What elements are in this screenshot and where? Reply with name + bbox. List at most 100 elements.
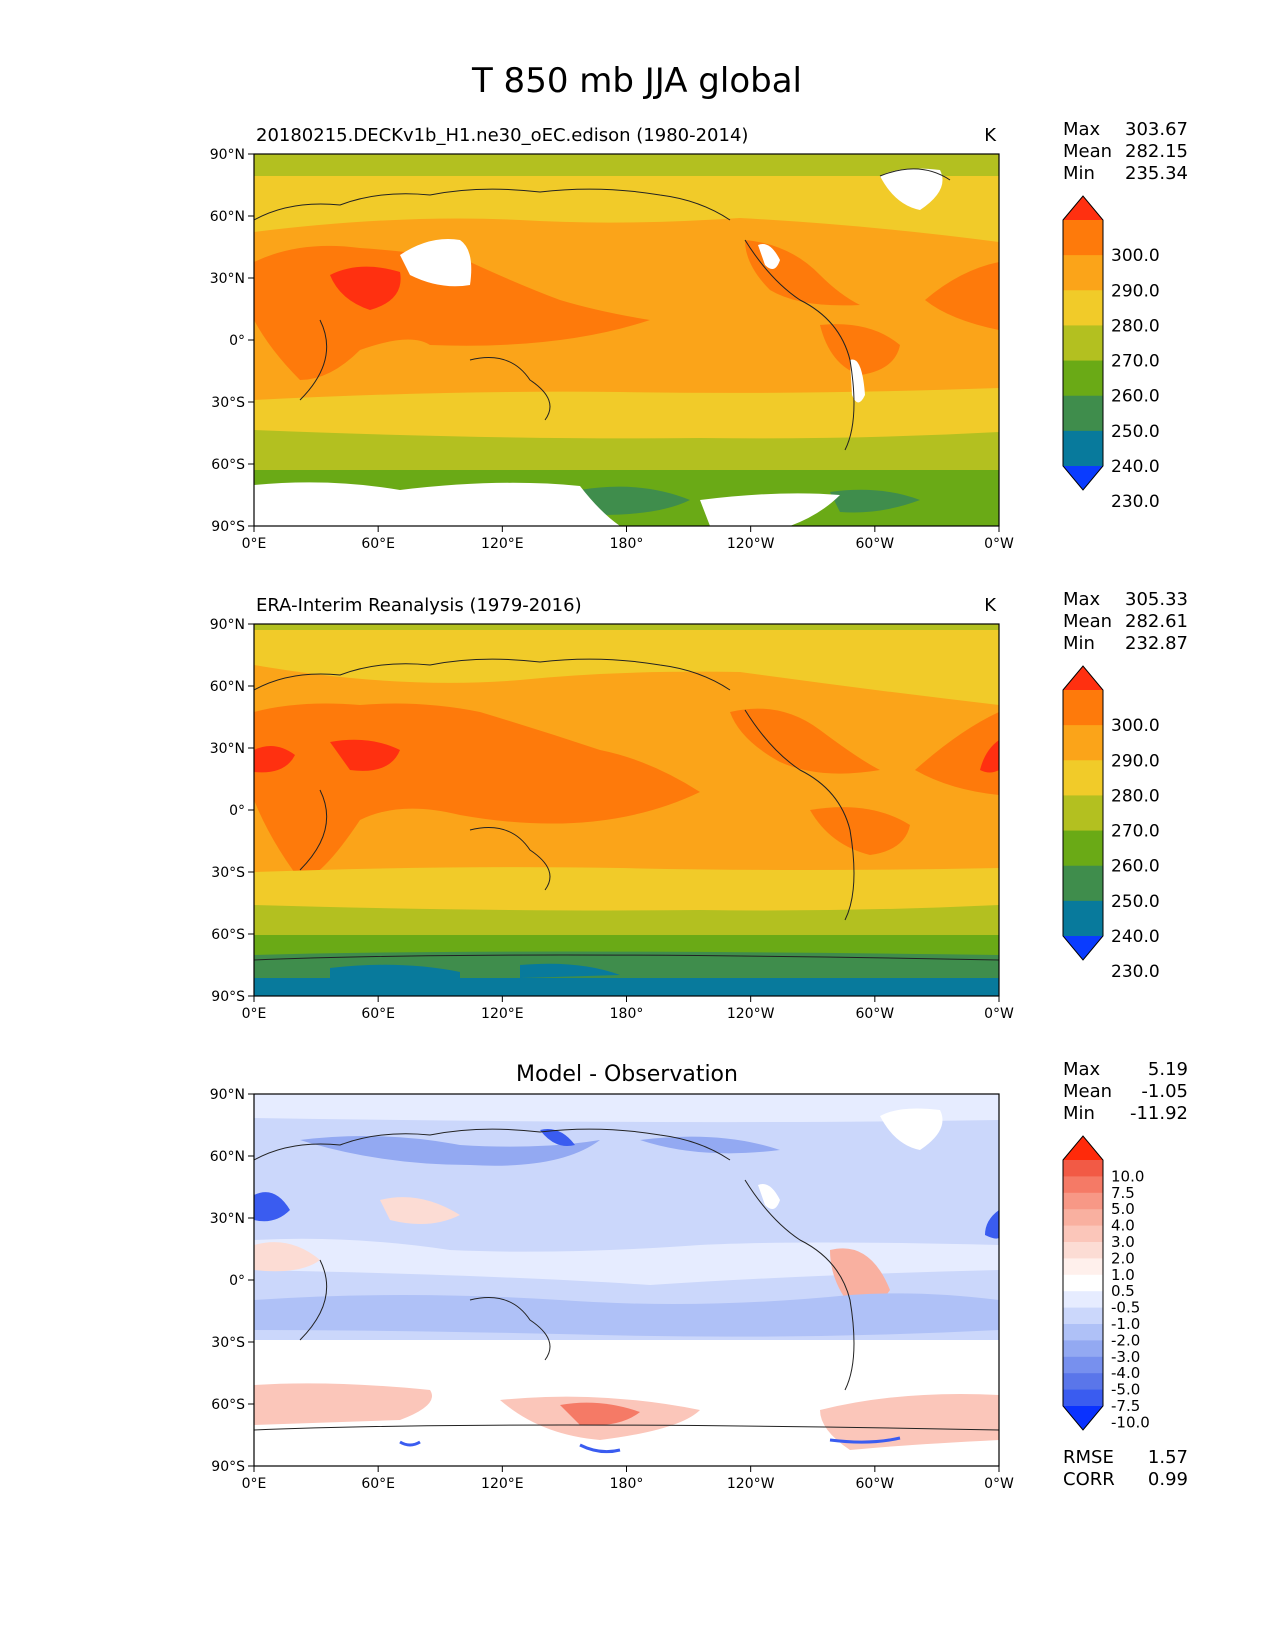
lon-tick-label: 180°	[610, 1006, 644, 1022]
colorbar-outline	[1062, 665, 1104, 961]
panel-model-stats: Max 303.67 Mean 282.15 Min 235.34	[1063, 119, 1188, 184]
lat-tick-label: 30°N	[210, 741, 245, 757]
colorbar-label: 240.0	[1111, 927, 1160, 947]
band-290-atlantic	[915, 712, 999, 795]
colorbar-segment	[1063, 1209, 1103, 1227]
colorbar-label: -3.0	[1111, 1348, 1140, 1366]
colorbar-label: 270.0	[1111, 352, 1160, 372]
colorbar-extend-top	[1063, 1136, 1103, 1160]
panel-model-title: 20180215.DECKv1b_H1.ne30_oEC.edison (198…	[256, 125, 748, 146]
colorbar-extend-bottom	[1063, 1406, 1103, 1430]
stat-mean-label: Mean	[1063, 141, 1112, 162]
stat-corr-value: 0.99	[1148, 1469, 1188, 1490]
lon-tick-label: 180°	[610, 1476, 644, 1492]
colorbar-label: -2.0	[1111, 1331, 1140, 1349]
colorbar-segment	[1063, 1242, 1103, 1259]
colorbar-label: 260.0	[1111, 387, 1160, 407]
stat-mean-value: 282.15	[1125, 141, 1188, 162]
panel-model-ticks: 90°N 60°N 30°N 0° 30°S 60°S 90°S0°E 60°E 120°E 18…	[210, 147, 1014, 552]
lat-tick-label: 60°N	[210, 679, 245, 695]
lat-tick-label: 0°	[229, 333, 245, 349]
band-plus-1-eastern	[254, 1197, 460, 1272]
lon-tick-label: 0°E	[242, 536, 267, 552]
lon-tick-label: 60°W	[855, 1006, 894, 1022]
lat-tick-label: 90°N	[210, 147, 245, 163]
colorbar-outline	[1062, 195, 1104, 491]
colorbar-label: 0.5	[1111, 1282, 1135, 1300]
colorbar-label: 260.0	[1111, 857, 1160, 877]
missing-antarctica	[254, 1438, 840, 1466]
lat-tick-label: 0°	[229, 803, 245, 819]
colorbar-segment	[1063, 220, 1103, 256]
panel-obs: ERA-Interim Reanalysis (1979-2016) K 90°…	[210, 589, 1188, 1022]
colorbar-extend-top	[1063, 196, 1103, 220]
colorbar-label: -4.0	[1111, 1364, 1140, 1382]
colorbar-label: 300.0	[1111, 716, 1160, 736]
panel-diff-colorbar: 10.07.55.04.03.02.01.00.5-0.5-1.0-2.0-3.…	[1062, 1135, 1150, 1431]
stat-min-label: Min	[1063, 633, 1095, 654]
panel-obs-colorbar: 300.0 290.0 280.0 270.0 260.0 250.0 240.0 230.0	[1062, 665, 1160, 982]
stat-corr-label: CORR	[1063, 1469, 1115, 1490]
panel-diff-title: Model - Observation	[516, 1062, 738, 1087]
colorbar-label: 10.0	[1111, 1167, 1144, 1185]
colorbar-label: 2.0	[1111, 1249, 1135, 1267]
band-290-south-america	[820, 324, 900, 375]
coastlines	[254, 1128, 999, 1431]
colorbar-extend-top	[1063, 666, 1103, 690]
colorbar-label: 270.0	[1111, 822, 1160, 842]
lat-tick-label: 30°S	[211, 395, 245, 411]
colorbar-segment	[1063, 255, 1103, 291]
colorbar-segment	[1063, 1160, 1103, 1177]
colorbar-segment	[1063, 1389, 1103, 1407]
colorbar-segment	[1063, 1373, 1103, 1391]
coastlines	[254, 168, 951, 451]
colorbar-segment	[1063, 325, 1103, 362]
lon-tick-label: 120°W	[727, 536, 775, 552]
band-270	[254, 630, 999, 705]
stat-mean-label: Mean	[1063, 1081, 1112, 1102]
panel-model-units: K	[984, 125, 997, 146]
colorbar-segment	[1063, 1258, 1103, 1276]
colorbar-outline	[1062, 1135, 1104, 1431]
lat-tick-label: 60°N	[210, 209, 245, 225]
band-270	[254, 176, 999, 242]
lat-tick-label: 90°S	[211, 989, 245, 1005]
band-300-middle-east	[330, 266, 401, 310]
stat-rmse-value: 1.57	[1148, 1447, 1188, 1468]
stat-min-value: -11.92	[1130, 1103, 1188, 1124]
band-minus-4-north	[300, 1136, 780, 1166]
stat-mean-value: -1.05	[1141, 1081, 1188, 1102]
stat-max-label: Max	[1063, 119, 1101, 140]
panel-diff-stats: Max 5.19 Mean -1.05 Min -11.92 RMSE 1.57…	[1063, 1059, 1188, 1490]
colorbar-segment	[1063, 830, 1103, 867]
stat-max-label: Max	[1063, 1059, 1101, 1080]
colorbar-segment	[1063, 395, 1103, 432]
lon-tick-label: 120°E	[481, 1006, 524, 1022]
colorbar-segment	[1063, 760, 1103, 796]
colorbar-segment	[1063, 430, 1103, 467]
colorbar-label: 290.0	[1111, 751, 1160, 771]
panel-diff-map	[254, 1094, 999, 1466]
panel-obs-stats: Max 305.33 Mean 282.61 Min 232.87	[1063, 589, 1188, 654]
stat-max-value: 5.19	[1148, 1059, 1188, 1080]
colorbar-segment	[1063, 1356, 1103, 1374]
colorbar-label: -7.5	[1111, 1397, 1140, 1415]
lat-tick-label: 0°	[229, 1273, 245, 1289]
band-minus-1-north	[254, 1094, 999, 1123]
lon-tick-label: 180°	[610, 536, 644, 552]
lon-tick-label: 120°W	[727, 1476, 775, 1492]
panel-obs-title: ERA-Interim Reanalysis (1979-2016)	[256, 595, 582, 616]
lon-tick-label: 0°W	[984, 1006, 1014, 1022]
lat-tick-label: 30°N	[210, 271, 245, 287]
colorbar-segment	[1063, 1274, 1103, 1292]
colorbar-label: 7.5	[1111, 1184, 1135, 1202]
lon-tick-label: 120°W	[727, 1006, 775, 1022]
colorbar-extend-bottom	[1063, 466, 1103, 490]
stat-max-label: Max	[1063, 589, 1101, 610]
figure-title: T 850 mb JJA global	[471, 61, 802, 101]
colorbar-segment	[1063, 1307, 1103, 1325]
lat-tick-label: 90°N	[210, 617, 245, 633]
missing-antarctica	[254, 482, 840, 526]
colorbar-label: 280.0	[1111, 316, 1160, 336]
colorbar-label: -5.0	[1111, 1381, 1140, 1399]
